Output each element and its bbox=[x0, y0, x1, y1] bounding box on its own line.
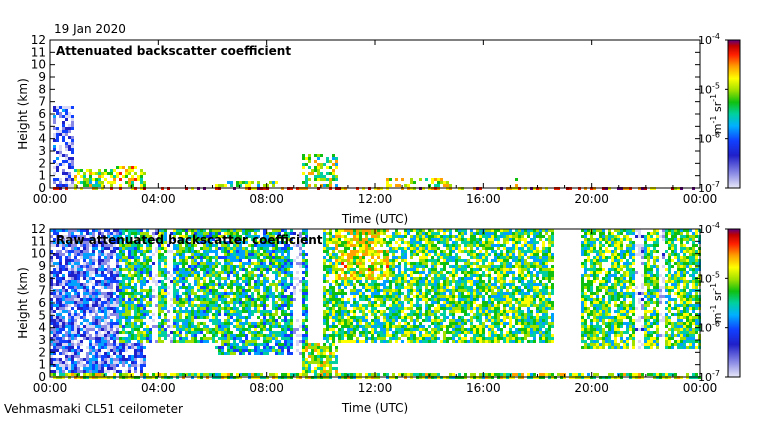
y-tick-label: 4 bbox=[38, 132, 46, 146]
x-tick-label: 20:00 bbox=[574, 381, 609, 395]
y-tick-label: 12 bbox=[31, 33, 46, 47]
colorbar-unit-label: m-1 sr-1 bbox=[709, 283, 724, 323]
y-tick-label: 5 bbox=[38, 308, 46, 322]
x-tick-label: 08:00 bbox=[249, 381, 284, 395]
x-axis-label: Time (UTC) bbox=[341, 401, 408, 415]
colorbar-gradient bbox=[728, 229, 740, 377]
y-tick-label: 3 bbox=[38, 333, 46, 347]
x-tick-label: 04:00 bbox=[141, 192, 176, 206]
x-axis-label: Time (UTC) bbox=[341, 212, 408, 226]
heatmap-area bbox=[50, 229, 701, 379]
x-tick-label: 12:00 bbox=[358, 381, 393, 395]
panel-title: Attenuated backscatter coefficient bbox=[56, 44, 291, 58]
y-tick-label: 11 bbox=[31, 45, 46, 59]
colorbar: 10-410-510-610-7m-1 sr-1 bbox=[698, 221, 740, 384]
y-tick-label: 12 bbox=[31, 222, 46, 236]
y-tick-label: 4 bbox=[38, 321, 46, 335]
y-tick-label: 8 bbox=[38, 82, 46, 96]
x-tick-label: 20:00 bbox=[574, 192, 609, 206]
colorbar-tick-label: 10-4 bbox=[698, 32, 720, 47]
colorbar-unit-label: m-1 sr-1 bbox=[709, 94, 724, 134]
y-tick-label: 6 bbox=[38, 107, 46, 121]
y-tick-label: 2 bbox=[38, 156, 46, 170]
instrument-label: Vehmasmaki CL51 ceilometer bbox=[4, 402, 183, 416]
colorbar-tick-label: 10-4 bbox=[698, 221, 720, 236]
y-tick-label: 5 bbox=[38, 119, 46, 133]
y-axis-label: Height (km) bbox=[16, 78, 30, 149]
y-tick-label: 9 bbox=[38, 259, 46, 273]
y-tick-label: 11 bbox=[31, 234, 46, 248]
x-tick-label: 16:00 bbox=[466, 381, 501, 395]
y-tick-label: 10 bbox=[31, 58, 46, 72]
heatmap-area bbox=[53, 106, 695, 190]
colorbar-gradient bbox=[728, 40, 740, 188]
x-tick-label: 08:00 bbox=[249, 192, 284, 206]
y-tick-label: 9 bbox=[38, 70, 46, 84]
y-tick-label: 8 bbox=[38, 271, 46, 285]
y-tick-label: 7 bbox=[38, 284, 46, 298]
y-tick-label: 3 bbox=[38, 144, 46, 158]
colorbar: 10-410-510-610-7m-1 sr-1 bbox=[698, 32, 740, 195]
y-tick-label: 6 bbox=[38, 296, 46, 310]
y-tick-label: 10 bbox=[31, 247, 46, 261]
y-tick-label: 7 bbox=[38, 95, 46, 109]
panel-title: Raw attenuated backscatter coefficient bbox=[56, 233, 323, 247]
date-label: 19 Jan 2020 bbox=[54, 22, 126, 36]
x-tick-label: 00:00 bbox=[33, 192, 68, 206]
y-tick-label: 2 bbox=[38, 345, 46, 359]
x-tick-label: 12:00 bbox=[358, 192, 393, 206]
y-tick-label: 1 bbox=[38, 169, 46, 183]
x-tick-label: 16:00 bbox=[466, 192, 501, 206]
x-tick-label: 00:00 bbox=[33, 381, 68, 395]
y-axis-label: Height (km) bbox=[16, 267, 30, 338]
y-tick-label: 1 bbox=[38, 358, 46, 372]
plot-frame bbox=[50, 40, 700, 188]
x-tick-label: 04:00 bbox=[141, 381, 176, 395]
